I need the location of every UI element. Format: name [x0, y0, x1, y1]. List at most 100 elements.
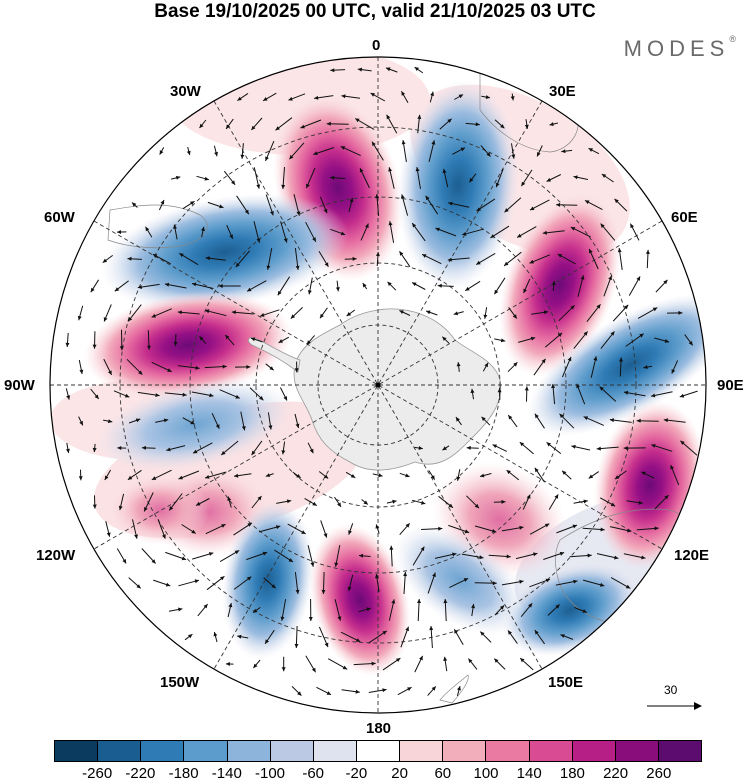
- wind-vector-head: [159, 150, 164, 155]
- wind-vector-head: [519, 525, 524, 530]
- wind-vector-head: [396, 658, 401, 662]
- wind-vector-head: [237, 634, 242, 639]
- wind-vector-head: [589, 249, 593, 254]
- wind-vector-head: [420, 546, 425, 551]
- wind-vector-head: [608, 275, 612, 281]
- wind-vector-head: [638, 500, 643, 505]
- wind-vector-head: [260, 313, 265, 317]
- wind-vector-head: [269, 366, 274, 371]
- wind-vector-head: [442, 446, 447, 451]
- wind-vector-head: [524, 124, 529, 129]
- wind-vector-head: [152, 254, 158, 258]
- wind-vector-head: [585, 200, 590, 205]
- wind-vector-head: [78, 476, 83, 481]
- wind-vector-head: [419, 655, 423, 661]
- wind-vector-head: [542, 230, 547, 235]
- wind-vector-head: [117, 446, 122, 450]
- colorbar-segment: [270, 741, 314, 761]
- wind-vector-head: [490, 234, 495, 238]
- wind-vector-head: [370, 93, 375, 97]
- wind-vector-head: [256, 184, 261, 189]
- wind-vector-head: [560, 634, 565, 638]
- wind-vector-head: [294, 368, 299, 373]
- wind-vector-head: [253, 663, 258, 668]
- wind-vector-head: [643, 365, 648, 369]
- wind-vector-head: [330, 68, 335, 73]
- wind-vector-head: [556, 202, 561, 207]
- wind-vector-head: [484, 362, 489, 368]
- wind-vector-head: [448, 503, 453, 508]
- wind-vector-head: [583, 416, 589, 421]
- wind-vector-head: [122, 559, 127, 564]
- wind-vector-head: [309, 448, 314, 454]
- wind-vector-head: [215, 424, 220, 429]
- wind-vector-head: [430, 475, 435, 480]
- colorbar-segment: [400, 741, 444, 761]
- wind-vector-head: [544, 523, 550, 528]
- anomaly-a15: [110, 475, 210, 545]
- wind-vector-head: [128, 317, 133, 322]
- wind-vector-head: [599, 386, 604, 391]
- wind-vector-head: [480, 473, 485, 478]
- wind-vector-head: [199, 336, 204, 341]
- wind-vector-head: [435, 227, 440, 232]
- wind-vector-head: [205, 309, 210, 314]
- wind-vector-head: [530, 206, 535, 211]
- wind-vector-head: [456, 476, 461, 481]
- wind-vector-head: [214, 151, 218, 157]
- wind-vector-head: [227, 496, 232, 501]
- wind-vector-head: [350, 474, 356, 478]
- brand-text: MODES: [623, 36, 730, 61]
- wind-vector-head: [534, 413, 539, 419]
- wind-vector-head: [567, 356, 572, 362]
- wind-vector-head: [141, 445, 146, 450]
- wind-vector-head: [323, 474, 329, 479]
- wind-vector-head: [399, 310, 404, 314]
- wind-vector-head: [124, 393, 130, 398]
- wind-vector-head: [363, 500, 368, 505]
- wind-vector-head: [596, 446, 601, 451]
- wind-vector-head: [312, 501, 317, 506]
- wind-vector-head: [405, 473, 410, 478]
- colorbar-tick-label: -220: [125, 765, 156, 782]
- wind-vector-head: [326, 691, 331, 695]
- wind-vector-head: [375, 252, 380, 257]
- wind-vector-head: [138, 370, 143, 375]
- wind-vector-head: [596, 304, 601, 309]
- wind-vector-head: [582, 609, 587, 613]
- wind-vector-head: [438, 526, 443, 531]
- wind-vector-head: [468, 658, 473, 663]
- wind-vector-head: [551, 281, 556, 286]
- wind-vector-head: [465, 286, 470, 291]
- wind-vector-head: [219, 204, 224, 209]
- wind-vector-head: [169, 506, 174, 511]
- lon-label-30w: 30W: [170, 83, 201, 100]
- colorbar-tick-label: 220: [603, 765, 629, 782]
- wind-vector-head: [614, 198, 619, 204]
- wind-vector-head: [529, 259, 534, 264]
- wind-vector-head: [412, 223, 417, 228]
- wind-vector-head: [630, 223, 634, 229]
- wind-vector-head: [664, 495, 669, 500]
- wind-vector-head: [576, 383, 580, 389]
- wind-vector-head: [280, 616, 285, 621]
- wind-vector-head: [559, 413, 564, 418]
- lon-label-30e: 30E: [549, 83, 576, 100]
- wind-vector-head: [453, 311, 459, 316]
- wind-vector-head: [448, 201, 453, 206]
- wind-vector-head: [348, 530, 352, 535]
- wind-vector-head: [624, 304, 629, 310]
- wind-vector-head: [164, 282, 170, 287]
- wind-vector-head: [296, 474, 301, 478]
- wind-vector-head: [641, 471, 646, 476]
- meridians: [50, 57, 706, 713]
- wind-vector-head: [221, 524, 226, 528]
- wind-vector-head: [266, 265, 271, 270]
- wind-vector-head: [323, 208, 328, 214]
- wind-vector-head: [65, 342, 70, 347]
- wind-vector-head: [460, 147, 465, 152]
- wind-vector-head: [321, 589, 326, 594]
- wind-vector-head: [117, 230, 121, 234]
- wind-vector-head: [519, 442, 525, 447]
